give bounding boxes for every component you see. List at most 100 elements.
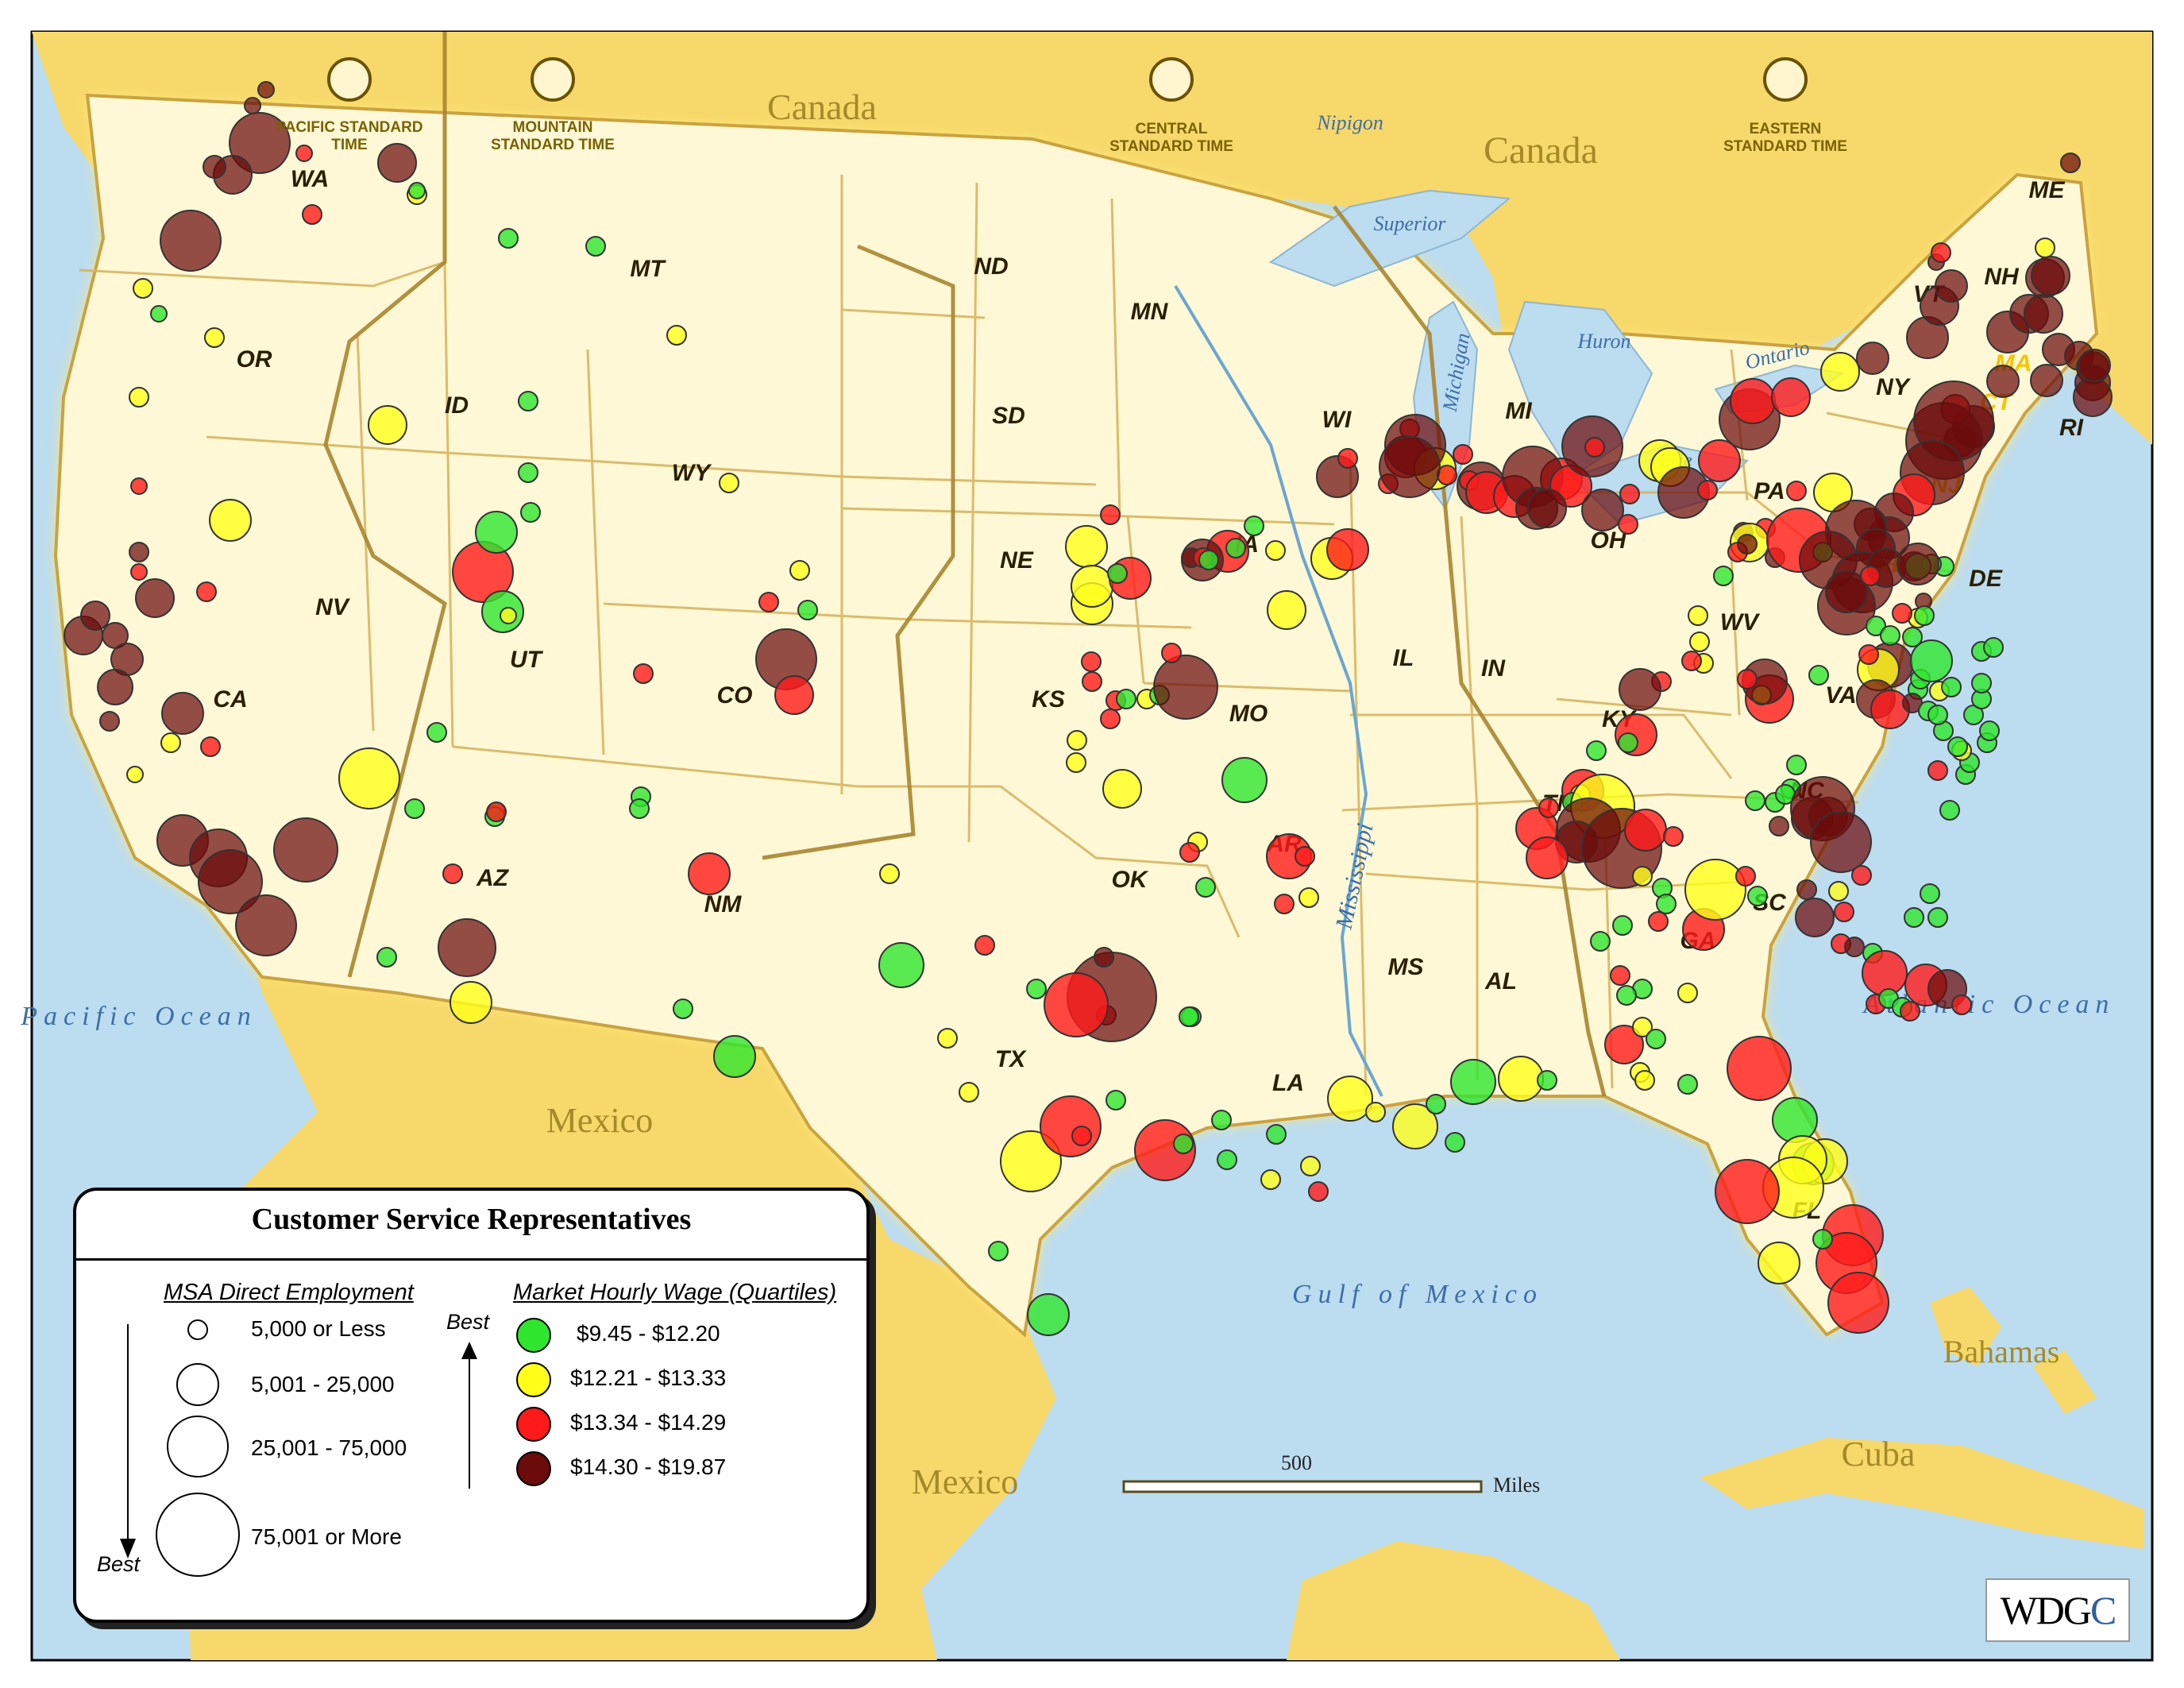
city-marker [1769,816,1789,836]
state-label-de: DE [1969,566,2003,592]
city-marker [1365,1102,1386,1122]
city-marker [1267,590,1306,630]
region-label-mexico-north: Mexico [546,1101,653,1140]
city-marker [1337,448,1358,469]
city-marker [713,1035,756,1078]
city-marker [1153,655,1218,720]
city-marker [1927,907,1948,928]
city-marker [1834,902,1854,922]
city-marker [1581,489,1624,531]
wage-legend-dot [516,1407,551,1442]
city-marker [1902,627,1923,647]
city-marker [974,935,995,956]
legend-divider [76,1258,866,1261]
city-marker [1107,563,1128,584]
city-marker [1604,1025,1644,1064]
state-label-va: VA [1825,682,1856,709]
city-marker [1684,859,1746,921]
city-marker [1856,342,1889,375]
city-marker [1426,1094,1446,1114]
city-marker [438,918,496,977]
size-legend-label: 75,001 or More [251,1524,402,1549]
city-marker [585,236,606,257]
wage-legend-heading: Market Hourly Wage (Quartiles) [513,1280,837,1305]
city-marker [959,1082,979,1103]
city-marker [1810,811,1872,873]
city-marker [2024,294,2063,334]
city-marker [879,863,900,884]
logo-main: WDG [2000,1588,2092,1632]
city-marker [1862,950,1908,996]
city-marker [1026,979,1047,999]
city-marker [1971,673,1992,693]
state-label-az: AZ [476,865,510,891]
city-marker [244,97,261,114]
city-marker [257,81,275,98]
city-marker [1786,755,1807,775]
city-marker [1450,1059,1496,1105]
city-marker [518,391,538,411]
city-marker [1927,760,1948,781]
scale-bar [1122,1480,1483,1493]
state-label-ne: NE [1000,547,1034,574]
city-marker [1618,514,1638,535]
city-marker [129,542,149,562]
state-label-in: IN [1481,655,1506,682]
city-marker [1827,1272,1889,1334]
wdgc-logo: WDGC [1985,1578,2130,1642]
city-marker [150,305,168,323]
city-marker [797,600,818,620]
size-legend-label: 25,001 - 75,000 [251,1435,407,1460]
city-marker [2031,256,2070,295]
legend-box: Customer Service Representatives MSA Dir… [73,1188,870,1623]
city-marker [126,766,144,783]
city-marker [426,722,447,743]
size-best-arrow [120,1324,136,1559]
size-legend-heading: MSA Direct Employment [164,1280,414,1305]
region-label-mexico-south: Mexico [912,1462,1018,1501]
size-best-label: Best [97,1552,141,1576]
state-label-wy: WY [672,460,712,486]
city-marker [1100,709,1121,729]
city-marker [1689,632,1710,652]
city-marker [1308,1181,1329,1202]
state-label-sd: SD [992,403,1025,429]
state-label-tx: TX [995,1046,1027,1072]
city-marker [1688,605,1708,626]
city-marker [1327,1076,1373,1122]
city-marker [1812,1229,1833,1250]
wage-legend-dot [516,1318,551,1353]
wage-legend-label: $12.21 - $13.33 [570,1365,727,1390]
logo-accent: C [2090,1588,2116,1632]
city-marker [1656,894,1677,914]
city-marker [1538,798,1559,818]
city-marker [130,477,148,495]
city-marker [196,581,217,602]
city-marker [1796,879,1817,900]
state-label-ks: KS [1032,686,1065,713]
city-marker [161,692,204,735]
city-marker [2035,238,2055,258]
region-label-cuba: Cuba [1842,1435,1916,1474]
city-marker [198,849,263,914]
city-marker [1860,566,1881,586]
city-marker [1730,378,1776,424]
city-marker [1225,538,1246,558]
tz-label-eastern: EASTERN STANDARD TIME [1723,121,1847,155]
city-marker [1892,603,1912,624]
wage-legend-label: $13.34 - $14.29 [570,1410,727,1435]
city-markers [64,81,2113,1336]
city-marker [1808,665,1829,686]
city-marker [1947,736,1968,757]
state-label-mt: MT [630,256,666,282]
city-marker [273,817,338,883]
city-marker [937,1028,958,1049]
city-marker [1939,800,1960,821]
city-marker [97,669,133,705]
state-label-il: IL [1393,645,1414,671]
legend-title: Customer Service Representatives [251,1203,692,1236]
city-marker [1612,915,1633,936]
city-marker [1453,444,1473,465]
city-marker [1173,1134,1194,1154]
